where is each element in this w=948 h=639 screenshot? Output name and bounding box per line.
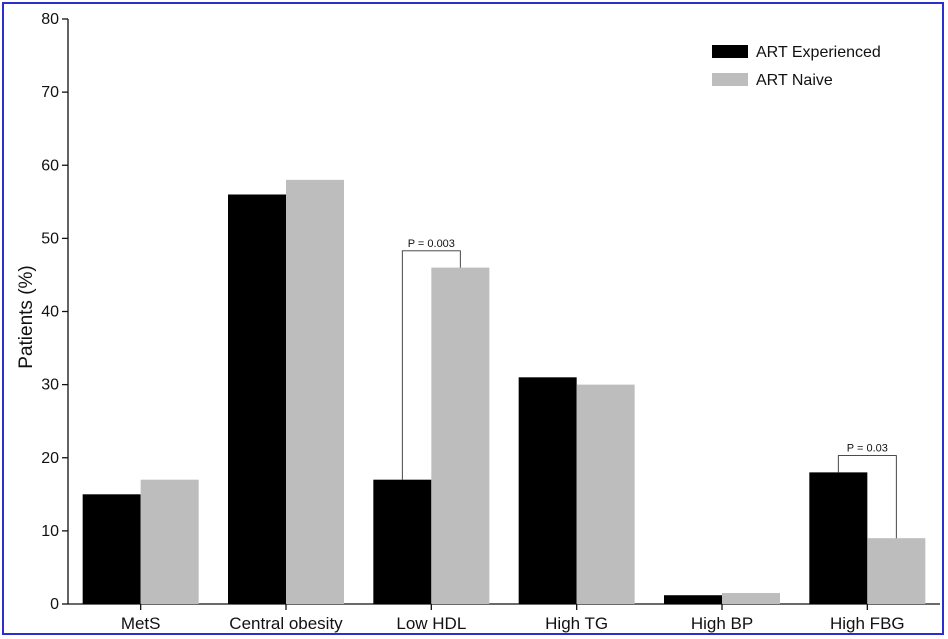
bar-art-naive-central-obesity: [286, 179, 344, 604]
x-tick-label-high-tg: High TG: [545, 614, 608, 633]
bar-art-naive-high-fbg: [867, 538, 926, 604]
x-tick-label-high-bp: High BP: [691, 614, 753, 633]
significance-bracket-low-hdl: [401, 250, 461, 480]
y-tick-label: 30: [41, 377, 59, 394]
annotations: P = 0.003 P = 0.03: [401, 238, 897, 539]
bar-art-experienced-central-obesity: [228, 194, 286, 604]
bar-art-naive-low-hdl: [431, 267, 490, 604]
legend-swatch-art-naive: [712, 73, 748, 86]
y-tick-label: 80: [41, 11, 59, 28]
bar-art-naive-high-tg: [576, 384, 635, 604]
y-tick-label: 10: [41, 523, 59, 540]
bar-art-experienced-high-tg: [518, 377, 577, 604]
bars: [82, 179, 926, 604]
y-tick-label: 70: [41, 84, 59, 101]
y-tick-label: 50: [41, 230, 59, 247]
bar-art-naive-high-bp: [722, 593, 780, 604]
bar-art-experienced-high-fbg: [809, 472, 868, 604]
y-tick-label: 60: [41, 157, 59, 174]
bar-art-experienced-mets: [82, 494, 141, 604]
p-value-label-high-fbg: P = 0.03: [847, 443, 888, 455]
legend-swatch-art-experienced: [712, 45, 748, 58]
x-tick-label-high-fbg: High FBG: [830, 614, 905, 633]
legend: ART Experienced ART Naive: [712, 44, 881, 89]
y-axis-title: Patients (%): [16, 265, 37, 368]
y-tick-label: 0: [50, 596, 59, 613]
y-tick-label: 20: [41, 450, 59, 467]
y-tick-label: 40: [41, 304, 59, 321]
x-tick-label-mets: MetS: [121, 614, 161, 633]
significance-bracket-high-fbg: [837, 455, 897, 539]
x-tick-label-low-hdl: Low HDL: [396, 614, 466, 633]
legend-label-art-naive: ART Naive: [756, 72, 833, 89]
axes: 0 10 20 30 40 50 60 70 80 MetS Central obesity Low …: [41, 11, 940, 633]
p-value-label-low-hdl: P = 0.003: [408, 238, 455, 250]
bar-art-naive-mets: [140, 479, 199, 604]
legend-label-art-experienced: ART Experienced: [756, 44, 881, 61]
x-tick-label-central-obesity: Central obesity: [229, 614, 343, 633]
bar-art-experienced-high-bp: [664, 595, 722, 604]
bar-art-experienced-low-hdl: [373, 479, 432, 604]
